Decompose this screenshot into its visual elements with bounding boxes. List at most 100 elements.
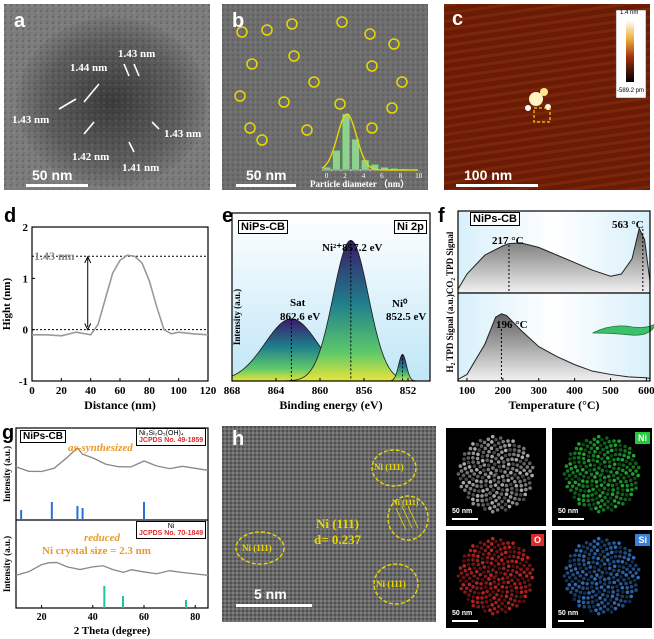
signal-dot (632, 476, 637, 481)
signal-dot (512, 554, 516, 559)
signal-dot (486, 463, 491, 468)
arrow-head-down (84, 323, 92, 331)
signal-dot (471, 595, 476, 599)
signal-dot (492, 450, 496, 455)
signal-dot (471, 497, 475, 502)
signal-dot (584, 540, 589, 545)
x-tick-label: 20 (56, 385, 68, 397)
eds-map-scale-bar (558, 620, 584, 622)
signal-dot (608, 478, 612, 483)
histogram-fit-curve (321, 113, 418, 171)
panel-g-bottom-label: reduced (84, 532, 121, 544)
signal-dot (611, 575, 616, 580)
signal-dot (510, 602, 515, 607)
signal-dot (632, 578, 637, 583)
signal-dot (458, 578, 463, 583)
signal-dot (611, 488, 615, 492)
signal-dot (475, 442, 480, 447)
panel-g: g 20 40 60 80 2 Theta (degree) Intensity (a.u… (0, 424, 218, 638)
signal-dot (492, 443, 497, 448)
signal-dot (480, 577, 485, 582)
signal-dot (596, 501, 601, 505)
signal-dot (464, 586, 469, 590)
signal-dot (491, 488, 495, 492)
signal-dot (468, 446, 473, 451)
signal-dot (464, 484, 469, 488)
signal-dot (577, 451, 582, 456)
signal-dot (514, 585, 519, 590)
signal-dot (613, 452, 618, 457)
signal-dot (500, 601, 504, 606)
signal-dot (581, 498, 586, 503)
panel-g-bottom-ref-box: Ni JCPDS No. 70-1849 (136, 521, 207, 539)
signal-dot (616, 486, 620, 491)
signal-dot (630, 560, 635, 564)
signal-dot (578, 590, 583, 595)
signal-dot (513, 598, 517, 603)
signal-dot (493, 585, 498, 589)
signal-dot (572, 460, 577, 465)
signal-dot (627, 497, 632, 502)
panel-g-bottom-ref-2: JCPDS No. 70-1849 (139, 530, 204, 537)
signal-dot (509, 470, 513, 475)
signal-dot (609, 508, 614, 512)
eds-map-image (562, 434, 641, 514)
plot-frame (231, 212, 431, 382)
panel-f-ylabel: H₂ TPD Signal (a.u.)CO₂ TPD Signal (445, 212, 455, 392)
signal-dot (507, 504, 512, 509)
signal-dot (598, 478, 603, 482)
signal-dot (510, 559, 514, 564)
signal-dot (501, 562, 506, 566)
signal-dot (612, 466, 616, 471)
signal-dot (584, 572, 589, 577)
signal-dot (492, 580, 497, 584)
signal-dot (480, 556, 485, 561)
signal-dot (471, 584, 475, 589)
signal-dot (628, 478, 633, 483)
signal-dot (598, 504, 603, 509)
signal-dot (570, 579, 574, 584)
signal-dot (496, 502, 501, 507)
signal-dot (482, 440, 487, 445)
signal-dot (497, 597, 501, 602)
signal-dot (609, 444, 613, 448)
signal-dot (592, 437, 597, 442)
signal-dot (577, 557, 581, 562)
eds-map-scale-bar (558, 518, 584, 520)
signal-dot (490, 611, 495, 616)
signal-dot (574, 588, 579, 593)
panel-c-colorbar-max: 1.4 nm (620, 10, 639, 16)
eds-map-element-label: O (530, 534, 544, 546)
signal-dot (600, 558, 604, 563)
signal-dot (478, 566, 483, 571)
signal-dot (492, 606, 497, 611)
panel-b-inset-xlabel: Particle diameter （nm） (310, 179, 410, 189)
panel-e-tag-right: Ni 2p (394, 220, 427, 234)
signal-dot (525, 465, 530, 469)
signal-dot (595, 459, 600, 464)
signal-dot (466, 597, 471, 602)
signal-dot (483, 609, 487, 613)
signal-dot (580, 569, 585, 574)
signal-dot (574, 486, 579, 491)
signal-dot (471, 482, 475, 487)
signal-dot (519, 488, 524, 493)
signal-dot (489, 573, 493, 577)
signal-dot (524, 458, 529, 462)
signal-dot (615, 491, 620, 495)
signal-dot (471, 579, 475, 583)
signal-dot (485, 589, 489, 594)
signal-dot (603, 566, 608, 571)
signal-dot (461, 473, 466, 478)
y-axis-label-top: Intensity (a.u.) (2, 446, 12, 502)
signal-dot (631, 453, 636, 458)
signal-dot (622, 578, 626, 582)
signal-dot (486, 502, 490, 507)
signal-dot (527, 583, 532, 587)
signal-dot (633, 481, 638, 485)
signal-dot (611, 590, 615, 594)
signal-dot (568, 564, 573, 568)
signal-dot (612, 478, 617, 483)
signal-dot (518, 471, 522, 475)
signal-dot (492, 478, 497, 482)
